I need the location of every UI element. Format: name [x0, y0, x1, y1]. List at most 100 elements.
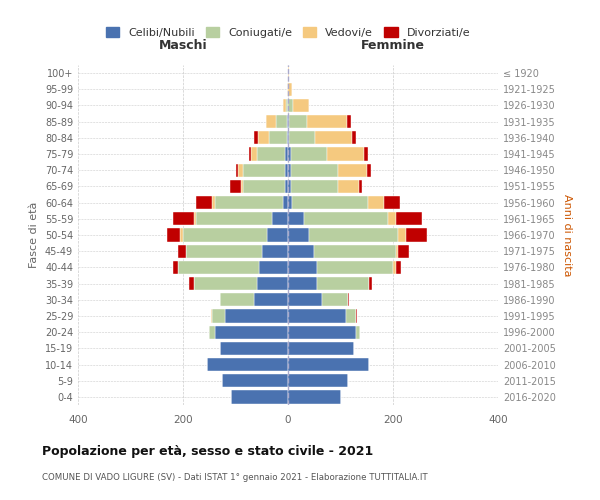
Bar: [286, 164, 288, 177]
Bar: [288, 277, 317, 290]
Text: Maschi: Maschi: [158, 39, 208, 52]
Bar: [206, 358, 288, 371]
Bar: [262, 244, 288, 258]
Bar: [286, 99, 288, 112]
Bar: [288, 164, 290, 177]
Bar: [316, 131, 352, 144]
Bar: [393, 260, 395, 274]
Bar: [238, 164, 244, 177]
Bar: [290, 180, 338, 193]
Bar: [272, 212, 288, 226]
Bar: [288, 358, 370, 371]
Bar: [209, 326, 215, 339]
Text: Popolazione per età, sesso e stato civile - 2021: Popolazione per età, sesso e stato civil…: [42, 445, 373, 458]
Bar: [196, 212, 272, 226]
Bar: [288, 390, 341, 404]
Bar: [215, 196, 283, 209]
Bar: [364, 148, 368, 160]
Bar: [287, 115, 288, 128]
Bar: [395, 244, 398, 258]
Bar: [167, 228, 181, 241]
Bar: [193, 277, 257, 290]
Bar: [190, 277, 193, 290]
Bar: [196, 196, 212, 209]
Bar: [288, 99, 293, 112]
Bar: [288, 180, 290, 193]
Bar: [185, 244, 262, 258]
Bar: [220, 293, 254, 306]
Bar: [288, 196, 292, 209]
Bar: [269, 131, 287, 144]
Bar: [173, 260, 178, 274]
Text: Femmine: Femmine: [361, 39, 425, 52]
Bar: [193, 212, 196, 226]
Bar: [288, 326, 356, 339]
Bar: [254, 131, 258, 144]
Bar: [352, 131, 356, 144]
Bar: [288, 260, 317, 274]
Bar: [395, 260, 401, 274]
Y-axis label: Fasce di età: Fasce di età: [29, 202, 39, 268]
Bar: [266, 115, 277, 128]
Bar: [288, 228, 309, 241]
Bar: [368, 196, 384, 209]
Bar: [395, 212, 422, 226]
Bar: [288, 374, 349, 388]
Bar: [286, 180, 288, 193]
Bar: [277, 115, 287, 128]
Bar: [288, 148, 290, 160]
Bar: [290, 148, 328, 160]
Bar: [359, 180, 361, 193]
Bar: [338, 164, 367, 177]
Bar: [178, 260, 259, 274]
Bar: [244, 180, 286, 193]
Bar: [304, 212, 388, 226]
Bar: [215, 326, 288, 339]
Bar: [317, 277, 370, 290]
Bar: [288, 293, 322, 306]
Bar: [292, 196, 368, 209]
Bar: [173, 212, 193, 226]
Bar: [398, 244, 409, 258]
Bar: [235, 164, 238, 177]
Bar: [283, 196, 288, 209]
Bar: [322, 293, 349, 306]
Bar: [181, 228, 183, 241]
Bar: [290, 164, 338, 177]
Bar: [244, 164, 286, 177]
Bar: [251, 148, 257, 160]
Bar: [328, 148, 364, 160]
Bar: [398, 228, 406, 241]
Bar: [346, 310, 356, 322]
Bar: [258, 131, 269, 144]
Bar: [338, 180, 359, 193]
Bar: [241, 180, 244, 193]
Bar: [225, 310, 288, 322]
Bar: [288, 244, 314, 258]
Bar: [232, 390, 288, 404]
Bar: [288, 115, 289, 128]
Bar: [259, 260, 288, 274]
Bar: [178, 244, 185, 258]
Bar: [288, 310, 346, 322]
Bar: [267, 228, 288, 241]
Bar: [212, 196, 215, 209]
Bar: [288, 82, 292, 96]
Bar: [309, 228, 398, 241]
Bar: [257, 148, 286, 160]
Bar: [211, 310, 212, 322]
Bar: [289, 115, 307, 128]
Bar: [347, 115, 351, 128]
Bar: [220, 342, 288, 355]
Bar: [388, 212, 395, 226]
Bar: [293, 99, 309, 112]
Bar: [288, 342, 353, 355]
Bar: [254, 293, 288, 306]
Bar: [356, 326, 361, 339]
Bar: [384, 196, 400, 209]
Bar: [288, 66, 289, 80]
Legend: Celibi/Nubili, Coniugati/e, Vedovi/e, Divorziati/e: Celibi/Nubili, Coniugati/e, Vedovi/e, Di…: [101, 23, 475, 42]
Y-axis label: Anni di nascita: Anni di nascita: [562, 194, 572, 276]
Bar: [289, 131, 316, 144]
Bar: [288, 212, 304, 226]
